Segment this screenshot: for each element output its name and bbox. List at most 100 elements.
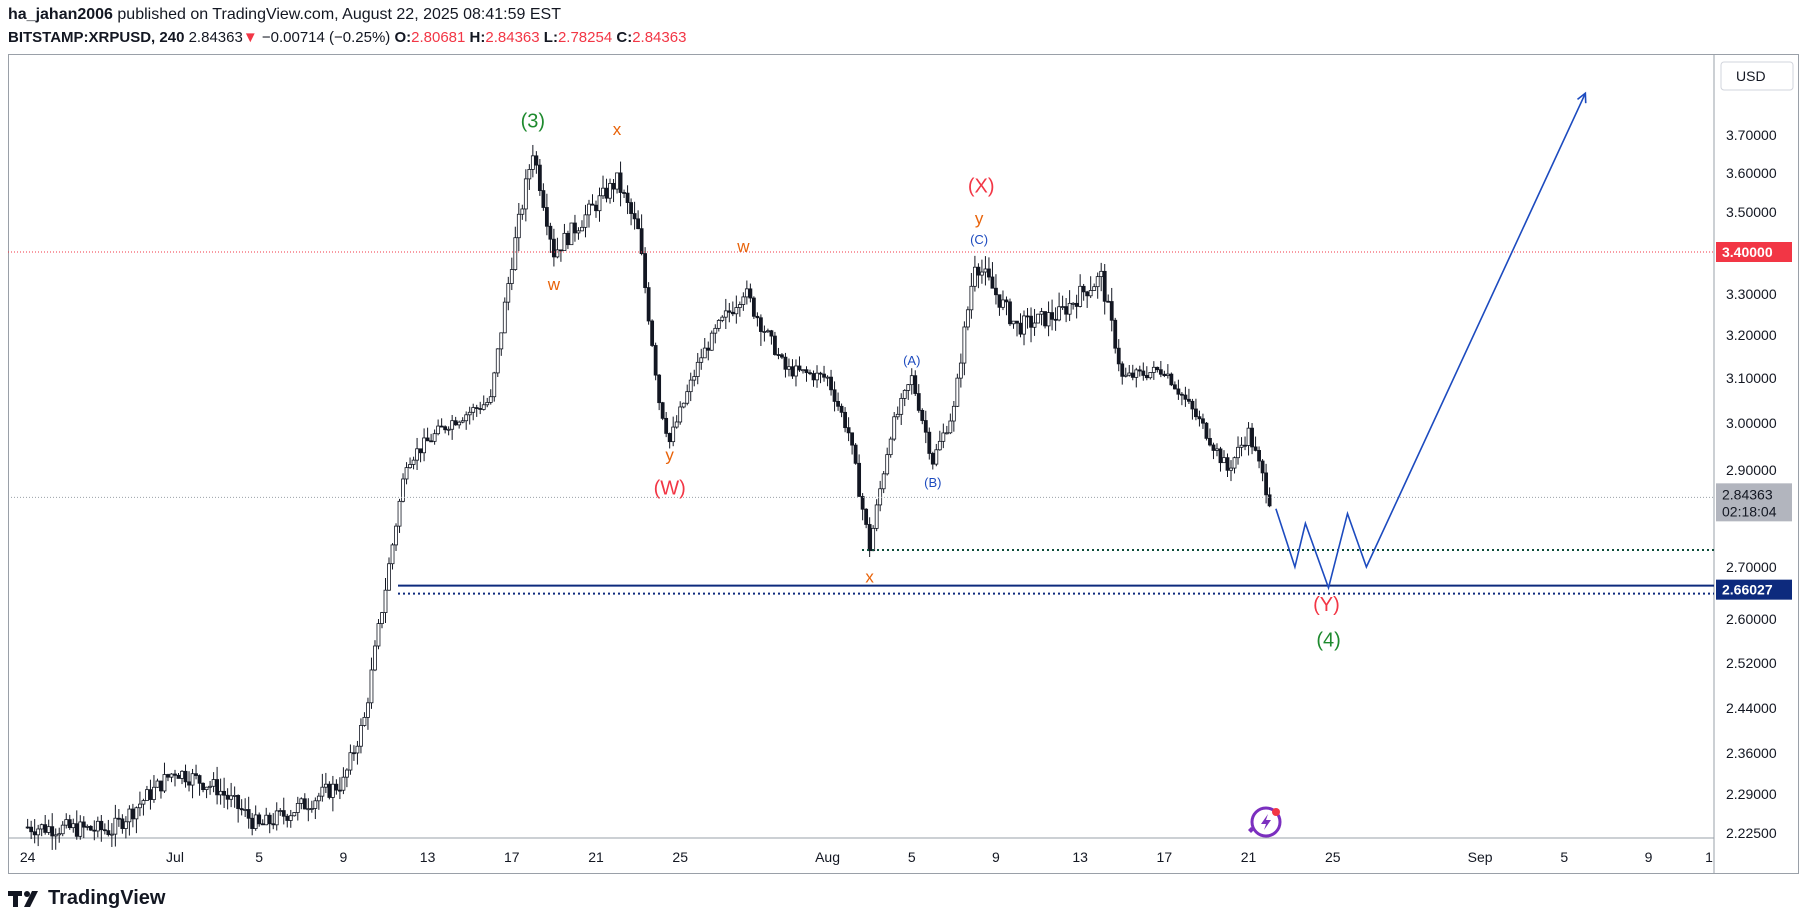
wave-label[interactable]: (X): [968, 176, 995, 198]
candle-body: [408, 464, 412, 469]
candle-body: [197, 775, 202, 784]
candle-body: [1222, 457, 1226, 464]
candle-body: [436, 425, 441, 435]
candle-body: [1211, 444, 1216, 451]
wave-label[interactable]: y: [665, 446, 674, 465]
candle-body: [1067, 302, 1072, 315]
candle-body: [145, 789, 149, 801]
candle-body: [499, 332, 504, 350]
wave-label[interactable]: (C): [970, 232, 988, 247]
resistance-price-badge: 3.40000: [1722, 244, 1773, 260]
candle-body: [201, 782, 205, 791]
candle-body: [401, 478, 405, 502]
brand[interactable]: TradingView: [8, 887, 165, 910]
candle-body: [1074, 302, 1079, 307]
wave-label[interactable]: w: [547, 275, 561, 294]
candle-body: [127, 808, 132, 823]
assistant-icon[interactable]: [1248, 806, 1282, 838]
y-tick-label: 2.29000: [1726, 786, 1777, 802]
x-tick-label: 9: [340, 849, 348, 865]
candle-body: [734, 307, 739, 315]
candle-body: [1116, 347, 1121, 365]
x-tick-label: 9: [1645, 849, 1653, 865]
candle-body: [281, 810, 286, 817]
wave-label[interactable]: x: [613, 120, 622, 139]
candle-body: [1179, 393, 1184, 396]
candle-body: [85, 825, 90, 828]
x-tick-label: 21: [1241, 849, 1257, 865]
candle-body: [1215, 448, 1219, 451]
x-tick-label: 24: [20, 849, 36, 865]
candle-body: [709, 332, 714, 351]
candle-body: [604, 187, 609, 199]
candle-body: [471, 407, 476, 413]
wave-label[interactable]: (W): [654, 477, 686, 499]
candle-body: [902, 389, 907, 399]
candle-body: [1050, 312, 1054, 320]
wave-label[interactable]: x: [865, 568, 874, 587]
close-value: 2.84363: [632, 29, 687, 46]
wave-label[interactable]: w: [736, 237, 750, 256]
candle-body: [822, 373, 826, 378]
candle-body: [850, 432, 855, 446]
candle-body: [639, 228, 644, 254]
publisher-name[interactable]: ha_jahan2006: [8, 6, 113, 23]
candle-body: [569, 222, 574, 246]
candle-body: [509, 269, 514, 284]
wave-label[interactable]: (B): [924, 475, 941, 490]
candle-body: [930, 453, 935, 465]
candle-body: [495, 348, 500, 374]
candle-body: [1015, 320, 1019, 324]
candle-body: [36, 828, 41, 836]
candle-body: [359, 725, 363, 747]
candle-body: [941, 432, 946, 442]
candle-body: [1130, 372, 1135, 378]
candle-body: [1243, 444, 1247, 447]
candle-body: [1137, 369, 1142, 372]
candle-body: [1236, 446, 1240, 459]
currency-box[interactable]: [1720, 61, 1794, 91]
candle-body: [1113, 319, 1118, 349]
candle-body: [1053, 318, 1058, 321]
close-label: C:: [616, 29, 633, 46]
projection-path[interactable]: [1275, 92, 1587, 591]
candle-body: [534, 155, 539, 166]
candle-body: [520, 208, 525, 215]
chart-frame: [8, 54, 1799, 874]
candle-body: [990, 276, 995, 289]
candle-body: [345, 769, 349, 778]
candle-body: [597, 195, 602, 212]
candle-body: [836, 401, 840, 407]
price-change: −0.00714 (−0.25%): [261, 29, 391, 46]
wave-label[interactable]: (A): [903, 353, 920, 368]
candle-body: [846, 427, 851, 434]
candle-body: [166, 774, 170, 778]
tradingview-logo-icon: [8, 890, 38, 907]
y-tick-label: 2.70000: [1726, 559, 1777, 575]
wave-label[interactable]: (4): [1316, 630, 1340, 652]
candle-body: [88, 825, 93, 831]
candle-body: [951, 405, 956, 422]
candle-body: [653, 345, 658, 376]
candle-body: [1109, 301, 1114, 321]
publish-info: published on TradingView.com, August 22,…: [117, 6, 561, 23]
candle-body: [432, 433, 437, 442]
brand-name: TradingView: [48, 887, 166, 909]
y-tick-label: 3.00000: [1726, 415, 1777, 431]
x-tick-label: 13: [420, 849, 436, 865]
candle-body: [460, 420, 465, 423]
low-value: 2.78254: [557, 29, 613, 46]
candle-body: [1257, 450, 1261, 462]
candle-body: [369, 669, 374, 704]
wave-label[interactable]: (3): [521, 110, 545, 132]
candle-body: [1018, 322, 1023, 335]
candle-body: [1158, 369, 1163, 375]
candle-body: [706, 347, 711, 351]
candle-body: [1102, 270, 1107, 302]
candle-body: [983, 268, 988, 273]
wave-label[interactable]: (Y): [1313, 594, 1340, 616]
candle-body: [502, 301, 507, 334]
candle-body: [1183, 394, 1188, 400]
wave-label[interactable]: y: [975, 209, 984, 228]
